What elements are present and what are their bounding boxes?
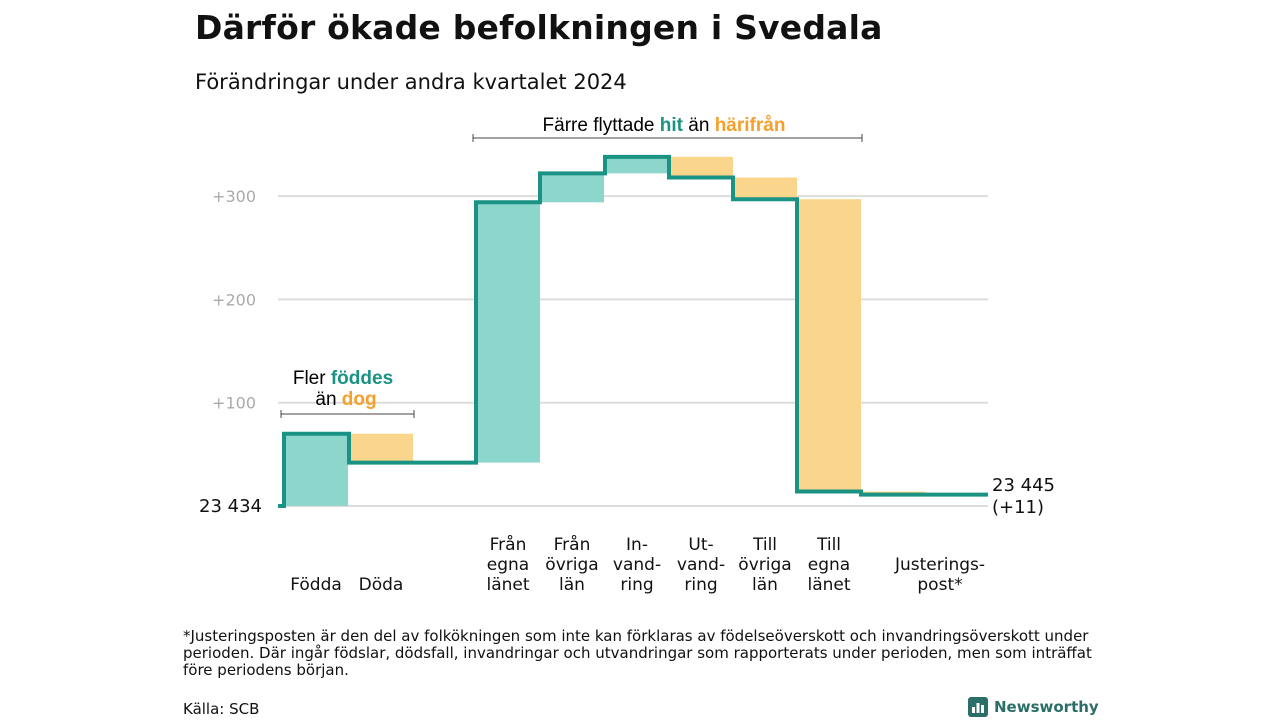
footnote: *Justeringsposten är den del av folkökni…: [183, 627, 1092, 679]
x-category-label: ring: [620, 575, 653, 595]
x-category-label: vand-: [677, 555, 725, 575]
x-category-label: In-: [626, 535, 648, 555]
chart-title: Därför ökade befolkningen i Svedala: [195, 8, 883, 47]
x-category-label: egna: [487, 555, 529, 575]
x-category-label: Döda: [359, 575, 404, 595]
x-category-label: egna: [808, 555, 850, 575]
annotation-highlight-from-here: härifrån: [715, 115, 786, 136]
x-category-label: ring: [684, 575, 717, 595]
x-category-label: Ut-: [688, 535, 713, 555]
x-category-label: länet: [486, 575, 529, 595]
waterfall-bar: [605, 156, 669, 174]
y-tick-label: +100: [212, 394, 256, 413]
newsworthy-logo: Newsworthy: [968, 697, 1099, 717]
annotation-highlight-died: dog: [342, 389, 377, 410]
waterfall-bar: [476, 202, 540, 463]
cumulative-step-line: [278, 154, 988, 508]
annotation-births-line2: än dog: [315, 389, 376, 410]
chart-subtitle: Förändringar under andra kvartalet 2024: [195, 70, 627, 94]
x-category-label: Från: [490, 534, 527, 555]
x-category-label: Justerings-: [894, 555, 985, 575]
annotation-highlight-born: föddes: [331, 368, 393, 389]
end-value-label: 23 445: [992, 475, 1055, 496]
y-tick-label: +300: [212, 187, 256, 206]
x-category-label: länet: [807, 575, 850, 595]
source-label: Källa: SCB: [183, 700, 260, 718]
x-category-label: post*: [917, 575, 962, 595]
x-category-label: Till: [816, 535, 841, 555]
x-category-label: län: [559, 575, 585, 595]
annotation-moves: Färre flyttade hit än härifrån: [543, 115, 786, 136]
waterfall-bar: [733, 177, 797, 200]
x-category-label: Födda: [290, 575, 342, 595]
x-category-label: län: [752, 575, 778, 595]
start-value-label: 23 434: [199, 496, 262, 517]
x-category-label: Från: [554, 534, 591, 555]
annotation-moves-bracket: [472, 134, 863, 142]
x-category-label: Till: [752, 535, 777, 555]
annotation-highlight-here: hit: [660, 115, 684, 136]
y-tick-label: +200: [212, 290, 256, 309]
annotation-births-line1: Fler föddes: [293, 368, 393, 389]
end-change-label: (+11): [992, 497, 1044, 518]
x-category-label: övriga: [738, 555, 791, 575]
waterfall-bar: [349, 433, 413, 463]
annotation-births-bracket: [280, 410, 415, 418]
waterfall-bar: [284, 433, 348, 506]
waterfall-bar: [797, 199, 861, 492]
newsworthy-logo-icon: [968, 697, 988, 717]
newsworthy-logo-text: Newsworthy: [994, 698, 1099, 716]
waterfall-bar: [540, 173, 604, 203]
x-category-label: övriga: [545, 555, 598, 575]
x-category-label: vand-: [613, 555, 661, 575]
waterfall-bar: [669, 156, 733, 178]
